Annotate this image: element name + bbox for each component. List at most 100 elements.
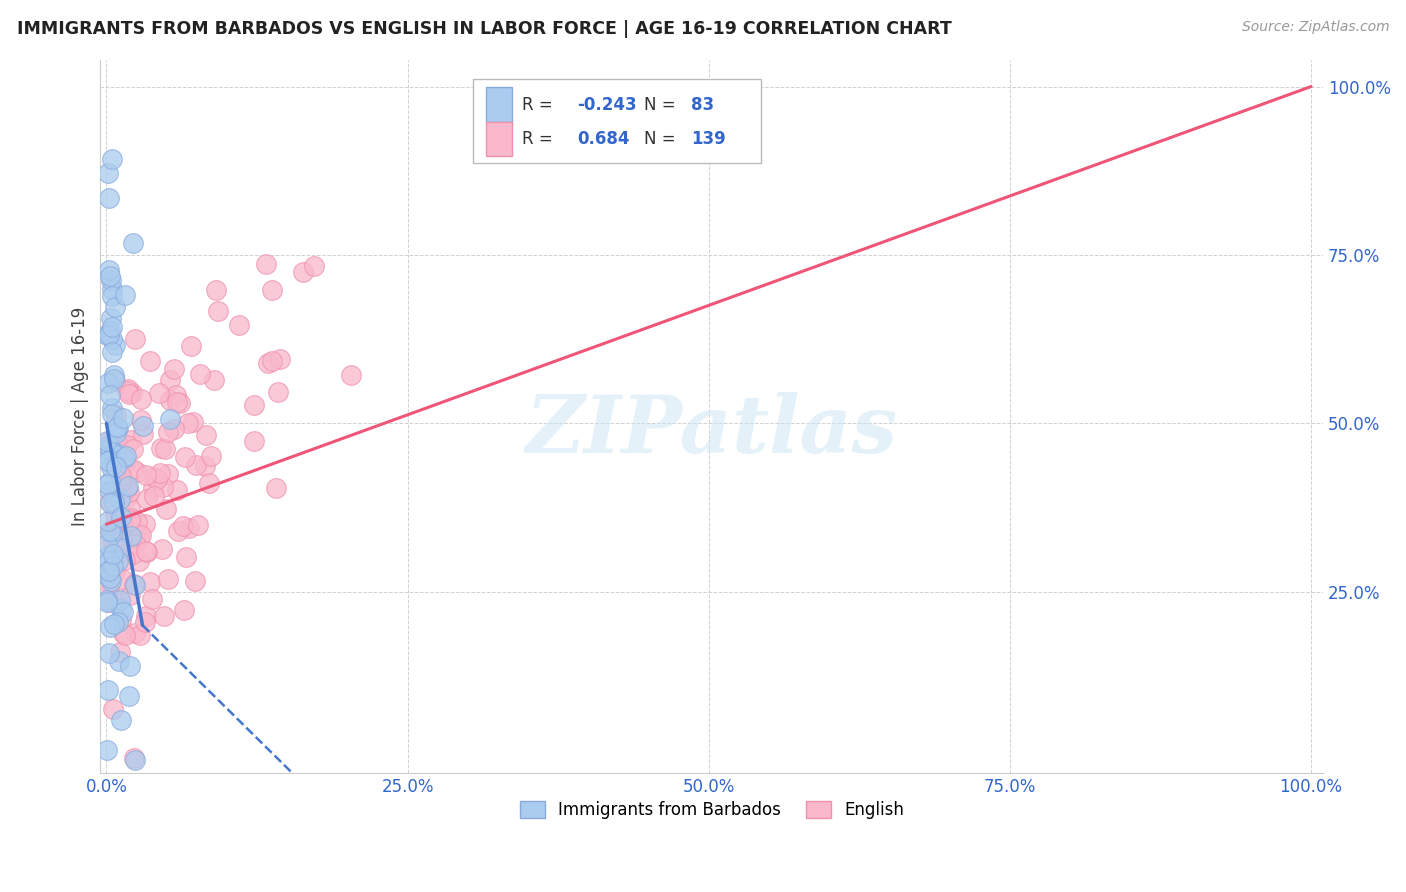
Point: [108, 545, 131, 559]
Point: [127, 465, 149, 479]
Point: [97, 453, 120, 467]
Point: [107, 420, 129, 434]
Point: [101, 526, 124, 541]
Point: [108, 491, 131, 506]
Point: [98, 484, 121, 499]
Point: [115, 490, 138, 504]
Point: [117, 485, 139, 500]
Point: [98, 327, 121, 342]
Point: [122, 577, 145, 591]
Point: [108, 593, 131, 607]
Point: [105, 408, 128, 422]
Point: [110, 468, 132, 483]
Point: [97, 514, 120, 528]
Point: [104, 500, 127, 514]
Point: [135, 544, 157, 558]
Point: [114, 628, 136, 642]
Point: [150, 541, 173, 556]
Point: [269, 351, 291, 366]
Point: [187, 518, 209, 533]
Point: [153, 442, 176, 456]
Point: [122, 462, 145, 476]
Point: [198, 475, 221, 490]
Point: [97, 477, 120, 491]
Point: [97, 646, 120, 660]
Point: [101, 289, 124, 303]
Point: [120, 588, 142, 602]
Point: [97, 566, 120, 580]
Bar: [485, 121, 512, 156]
Point: [105, 435, 128, 450]
Point: [104, 507, 127, 521]
Point: [132, 419, 155, 434]
Point: [110, 614, 132, 628]
Point: [98, 582, 121, 596]
Point: [96, 683, 118, 698]
Point: [117, 382, 139, 396]
Point: [173, 603, 195, 617]
Point: [262, 354, 284, 368]
Text: Source: ZipAtlas.com: Source: ZipAtlas.com: [1241, 20, 1389, 34]
Point: [149, 466, 172, 480]
Point: [157, 572, 180, 586]
Point: [190, 367, 212, 381]
Point: [159, 392, 181, 407]
Point: [100, 595, 122, 609]
Point: [114, 533, 136, 548]
Point: [243, 434, 266, 449]
Point: [117, 478, 139, 492]
Point: [114, 287, 136, 301]
Y-axis label: In Labor Force | Age 16-19: In Labor Force | Age 16-19: [72, 307, 89, 526]
Point: [103, 494, 125, 508]
Point: [100, 574, 122, 588]
Point: [134, 615, 156, 629]
Point: [98, 524, 121, 538]
Text: R =: R =: [522, 130, 564, 148]
Point: [110, 475, 132, 489]
Point: [97, 166, 120, 180]
Point: [96, 574, 118, 588]
Point: [107, 615, 129, 629]
Point: [228, 318, 250, 333]
Point: [104, 528, 127, 542]
Point: [108, 645, 131, 659]
Point: [100, 453, 122, 467]
Point: [107, 421, 129, 435]
Text: IMMIGRANTS FROM BARBADOS VS ENGLISH IN LABOR FORCE | AGE 16-19 CORRELATION CHART: IMMIGRANTS FROM BARBADOS VS ENGLISH IN L…: [17, 20, 952, 37]
Point: [124, 626, 146, 640]
Point: [111, 518, 134, 533]
Point: [112, 606, 135, 620]
Point: [122, 442, 145, 456]
Point: [179, 521, 201, 535]
Point: [108, 655, 131, 669]
Point: [101, 558, 124, 573]
Text: N =: N =: [644, 95, 682, 113]
Point: [103, 616, 125, 631]
Point: [135, 467, 157, 482]
Point: [98, 269, 121, 284]
Point: [100, 332, 122, 346]
Point: [120, 659, 142, 673]
Point: [159, 411, 181, 425]
Point: [339, 368, 361, 383]
Point: [112, 450, 135, 465]
Point: [103, 447, 125, 461]
Point: [98, 441, 121, 455]
Point: [135, 545, 157, 559]
Point: [98, 493, 121, 508]
Point: [120, 511, 142, 525]
Point: [139, 353, 162, 368]
Point: [101, 282, 124, 296]
Point: [103, 548, 125, 562]
Point: [101, 401, 124, 416]
Point: [155, 502, 177, 516]
Point: [174, 549, 197, 564]
Point: [115, 450, 138, 464]
Point: [129, 528, 152, 542]
Point: [264, 481, 287, 495]
Point: [96, 537, 118, 551]
Point: [104, 512, 127, 526]
Point: [101, 534, 124, 549]
Point: [108, 541, 131, 555]
Point: [122, 751, 145, 765]
